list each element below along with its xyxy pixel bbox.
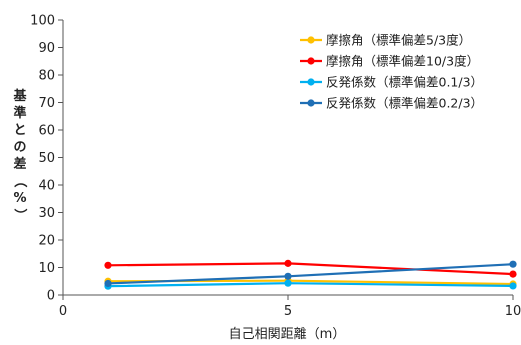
legend: 摩擦角（標準偏差5/3度） 摩擦角（標準偏差10/3度） 反発係数（標準偏差0.1/… bbox=[300, 33, 483, 111]
data-point bbox=[509, 260, 517, 268]
data-point bbox=[509, 282, 517, 290]
x-tick-label: 0 bbox=[59, 304, 67, 319]
y-tick-label: 60 bbox=[38, 124, 55, 139]
y-tick-label: 80 bbox=[38, 69, 55, 84]
legend-swatch-marker bbox=[307, 36, 315, 44]
legend-swatch-marker bbox=[307, 78, 315, 86]
data-point bbox=[104, 279, 112, 288]
y-title-char: の bbox=[13, 140, 26, 155]
series-line bbox=[107, 262, 514, 276]
y-tick-label: 70 bbox=[38, 96, 55, 111]
y-tick-label: 100 bbox=[30, 14, 55, 29]
x-axis-ticks: 0 5 10 bbox=[59, 295, 521, 319]
legend-item: 摩擦角（標準偏差5/3度） bbox=[300, 33, 471, 48]
x-tick-label: 5 bbox=[284, 304, 292, 319]
y-title-char: % bbox=[13, 191, 26, 206]
legend-swatch-marker bbox=[307, 57, 315, 65]
data-point bbox=[104, 261, 112, 269]
y-title-char: ） bbox=[12, 208, 28, 221]
y-title-char: 準 bbox=[13, 105, 26, 121]
y-title-char: 基 bbox=[12, 88, 27, 104]
x-tick-label: 10 bbox=[505, 304, 521, 319]
y-tick-label: 0 bbox=[47, 289, 55, 304]
series-4 bbox=[104, 260, 517, 288]
y-tick-label: 10 bbox=[38, 261, 55, 276]
legend-label: 摩擦角（標準偏差10/3度） bbox=[326, 54, 479, 69]
y-tick-label: 50 bbox=[38, 151, 55, 166]
legend-swatch-marker bbox=[307, 99, 315, 107]
y-title-char: と bbox=[13, 123, 26, 138]
y-tick-label: 30 bbox=[38, 206, 55, 221]
y-tick-label: 90 bbox=[38, 41, 55, 56]
legend-item: 摩擦角（標準偏差10/3度） bbox=[300, 54, 479, 69]
y-tick-label: 20 bbox=[38, 234, 55, 249]
x-axis-title: 自己相関距離（m） bbox=[229, 327, 346, 342]
y-title-char: （ bbox=[12, 174, 28, 187]
legend-item: 反発係数（標準偏差0.2/3） bbox=[300, 96, 483, 111]
data-point bbox=[284, 279, 292, 287]
y-tick-label: 40 bbox=[38, 179, 55, 194]
legend-item: 反発係数（標準偏差0.1/3） bbox=[300, 75, 483, 90]
legend-label: 反発係数（標準偏差0.1/3） bbox=[326, 75, 483, 90]
y-title-char: 差 bbox=[13, 156, 26, 172]
data-point bbox=[509, 270, 517, 278]
data-point bbox=[284, 272, 292, 280]
y-axis-ticks: 0 10 20 30 40 50 60 70 80 90 100 bbox=[30, 14, 63, 304]
legend-label: 反発係数（標準偏差0.2/3） bbox=[326, 96, 483, 111]
data-point bbox=[284, 259, 292, 267]
series-layer bbox=[104, 259, 517, 290]
legend-label: 摩擦角（標準偏差5/3度） bbox=[326, 33, 471, 48]
series-2 bbox=[104, 259, 517, 278]
